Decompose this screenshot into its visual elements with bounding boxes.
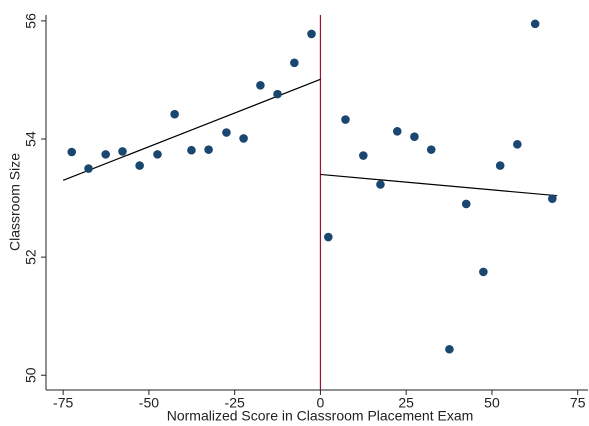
point <box>513 140 522 149</box>
point <box>101 150 110 159</box>
x-tick-label: -50 <box>139 395 159 411</box>
x-tick-label: 0 <box>317 395 325 411</box>
point <box>359 151 368 160</box>
point <box>153 150 162 159</box>
point <box>392 127 402 136</box>
point <box>67 147 77 157</box>
point <box>290 58 299 68</box>
point <box>170 109 179 119</box>
point <box>495 161 505 170</box>
point <box>204 145 213 154</box>
y-axis-label: Classroom Size <box>7 153 23 251</box>
point <box>222 128 231 137</box>
x-tick-label: 75 <box>570 395 586 411</box>
point <box>118 147 127 156</box>
point <box>273 89 282 99</box>
point <box>530 19 540 29</box>
point <box>376 180 385 189</box>
point <box>461 199 471 209</box>
x-axis-label: Normalized Score in Classroom Placement … <box>167 408 474 424</box>
point <box>239 134 248 143</box>
point <box>410 132 419 141</box>
point <box>307 29 316 39</box>
fit-line <box>320 173 558 197</box>
y-tick-label: 54 <box>23 131 39 147</box>
x-tick-label: 50 <box>484 395 500 411</box>
point <box>135 161 144 170</box>
x-tick-label: -75 <box>53 395 73 411</box>
point <box>341 115 350 124</box>
point <box>548 194 557 203</box>
y-tick-label: 52 <box>23 249 39 265</box>
point <box>324 232 333 242</box>
point <box>256 80 265 90</box>
point <box>479 267 488 277</box>
x-tick-label: -25 <box>225 395 245 411</box>
x-tick-label: 25 <box>398 395 414 411</box>
y-tick-label: 56 <box>23 13 39 29</box>
point <box>426 145 436 154</box>
point <box>445 344 454 354</box>
y-tick-label: 50 <box>23 367 39 383</box>
point <box>84 164 93 173</box>
point <box>187 145 196 155</box>
